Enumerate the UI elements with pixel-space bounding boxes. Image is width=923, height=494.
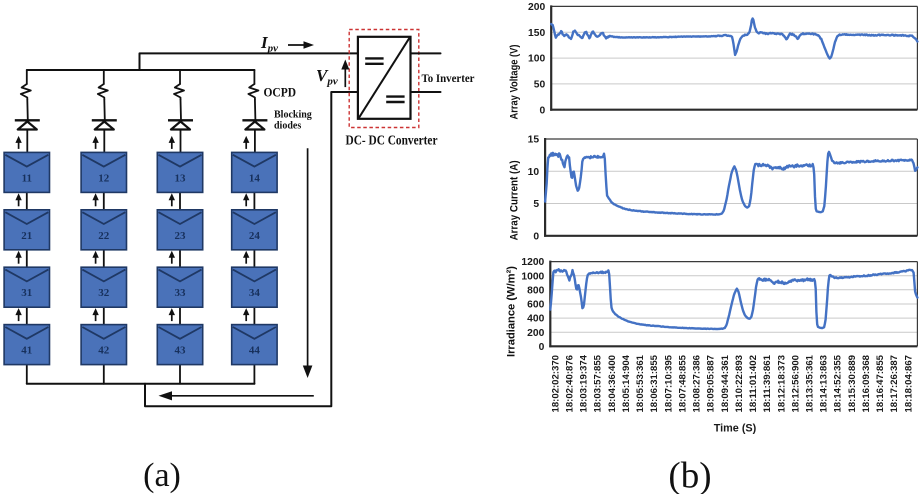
svg-text:41: 41 (21, 345, 32, 357)
svg-text:(b): (b) (668, 456, 711, 494)
svg-text:5: 5 (533, 199, 539, 210)
svg-text:18:03:57:855: 18:03:57:855 (593, 355, 603, 413)
svg-text:43: 43 (175, 345, 187, 357)
svg-text:18:17:26:387: 18:17:26:387 (889, 355, 899, 413)
svg-text:Time (S): Time (S) (714, 423, 757, 435)
svg-text:18:08:27:386: 18:08:27:386 (692, 355, 702, 413)
svg-text:Blocking: Blocking (274, 110, 312, 121)
svg-text:18:06:31:855: 18:06:31:855 (649, 355, 659, 413)
svg-text:18:14:52:355: 18:14:52:355 (833, 355, 843, 413)
svg-text:0: 0 (539, 105, 545, 116)
svg-text:1000: 1000 (521, 271, 544, 282)
svg-text:1200: 1200 (521, 257, 544, 268)
svg-text:31: 31 (21, 287, 32, 299)
svg-text:18:05:14:904: 18:05:14:904 (621, 355, 631, 413)
svg-text:50: 50 (534, 80, 546, 91)
svg-text:18:16:09:368: 18:16:09:368 (861, 355, 871, 413)
svg-text:Array Voltage (V): Array Voltage (V) (509, 44, 521, 119)
svg-text:18:10:22:893: 18:10:22:893 (734, 355, 744, 413)
svg-text:0: 0 (533, 231, 539, 242)
svg-text:12: 12 (98, 172, 110, 184)
svg-text:150: 150 (528, 28, 545, 39)
svg-text:200: 200 (528, 2, 545, 13)
svg-text:Irradiance (W/m²): Irradiance (W/m²) (506, 266, 518, 357)
svg-text:18:09:44:361: 18:09:44:361 (720, 355, 730, 413)
svg-text:To Inverter: To Inverter (422, 73, 475, 85)
svg-text:10: 10 (528, 167, 540, 178)
svg-text:OCPD: OCPD (264, 85, 297, 100)
svg-text:33: 33 (175, 287, 187, 299)
svg-text:18:02:40:876: 18:02:40:876 (565, 355, 575, 413)
svg-text:200: 200 (527, 328, 544, 339)
svg-text:600: 600 (527, 300, 544, 311)
svg-text:100: 100 (528, 54, 545, 65)
svg-text:18:02:02:370: 18:02:02:370 (550, 355, 560, 413)
svg-text:18:15:30:889: 18:15:30:889 (847, 355, 857, 413)
svg-text:22: 22 (98, 230, 110, 242)
svg-text:32: 32 (98, 287, 110, 299)
svg-text:44: 44 (249, 345, 261, 357)
svg-text:11: 11 (22, 172, 32, 184)
svg-text:14: 14 (249, 172, 261, 184)
svg-text:24: 24 (249, 230, 261, 242)
svg-text:18:18:04:867: 18:18:04:867 (903, 355, 913, 413)
svg-text:18:14:13:863: 18:14:13:863 (819, 355, 829, 413)
svg-text:800: 800 (527, 285, 544, 296)
svg-text:13: 13 (175, 172, 187, 184)
svg-text:0: 0 (539, 342, 545, 353)
svg-text:18:11:01:402: 18:11:01:402 (748, 355, 758, 413)
svg-text:18:09:05:887: 18:09:05:887 (706, 355, 716, 413)
svg-text:34: 34 (249, 287, 261, 299)
svg-text:18:16:47:855: 18:16:47:855 (875, 355, 885, 413)
svg-text:18:11:39:861: 18:11:39:861 (762, 355, 772, 413)
svg-text:diodes: diodes (274, 121, 301, 132)
svg-text:DC- DC Converter: DC- DC Converter (346, 133, 438, 148)
svg-text:18:07:48:855: 18:07:48:855 (677, 355, 687, 413)
svg-text:18:05:53:361: 18:05:53:361 (635, 355, 645, 413)
svg-text:18:13:35:361: 18:13:35:361 (805, 355, 815, 413)
svg-text:(a): (a) (143, 457, 181, 494)
svg-text:Array Current (A): Array Current (A) (509, 160, 521, 240)
svg-text:42: 42 (98, 345, 110, 357)
svg-text:400: 400 (527, 314, 544, 325)
svg-text:23: 23 (175, 230, 187, 242)
svg-text:15: 15 (528, 135, 540, 146)
svg-text:18:04:36:400: 18:04:36:400 (607, 355, 617, 413)
svg-text:18:12:56:900: 18:12:56:900 (790, 355, 800, 413)
svg-text:18:12:18:373: 18:12:18:373 (776, 355, 786, 413)
svg-text:18:03:19:374: 18:03:19:374 (579, 355, 589, 413)
svg-text:21: 21 (21, 230, 32, 242)
svg-text:18:07:10:395: 18:07:10:395 (663, 355, 673, 413)
